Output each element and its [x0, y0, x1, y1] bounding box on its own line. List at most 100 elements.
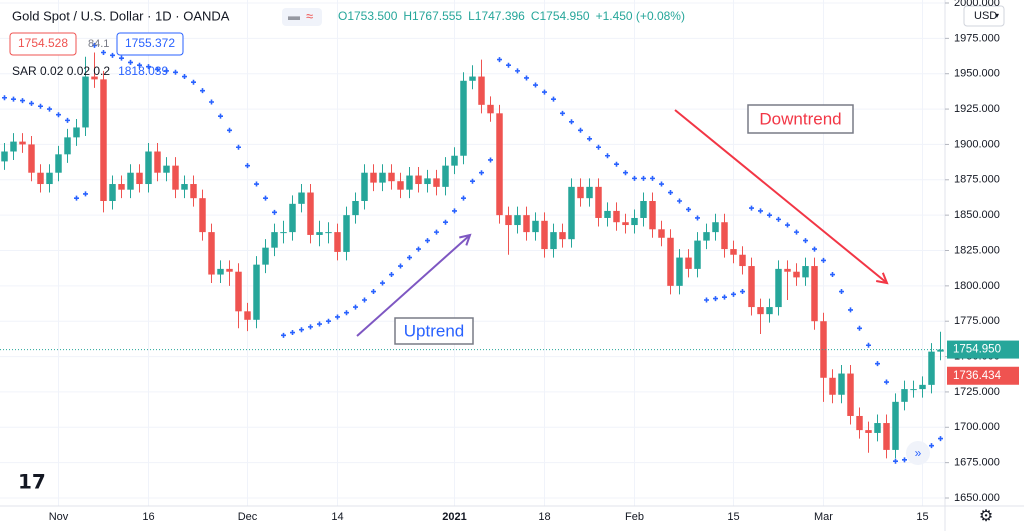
- candle-body: [352, 201, 359, 216]
- price-label: 1754.950: [953, 344, 1001, 356]
- annotation-box: [394, 317, 474, 345]
- sar-dot: [164, 68, 169, 74]
- ohlc-values: O1753.500 H1767.555 L1747.396 C1754.950 +1.4…: [338, 9, 685, 23]
- candle-body: [154, 151, 161, 173]
- sar-dot: [290, 330, 295, 336]
- sar-dot: [119, 55, 124, 61]
- arrow-head: [876, 272, 889, 285]
- icon: ▾: [995, 11, 999, 20]
- sar-dot: [479, 170, 484, 176]
- sar-dot: [110, 52, 115, 58]
- bid-box[interactable]: [9, 32, 77, 56]
- sar-dot: [929, 443, 934, 449]
- sar-dot: [641, 175, 646, 181]
- candle-body: [415, 175, 422, 185]
- sar-dot: [245, 163, 250, 169]
- sar-dot: [308, 324, 313, 330]
- indicator-name[interactable]: SAR 0.02 0.02 0.2: [12, 64, 110, 78]
- candle-body: [604, 210, 611, 218]
- sar-dot: [218, 113, 223, 119]
- sar-dot: [101, 50, 106, 55]
- sar-dot: [794, 229, 799, 235]
- candle-body: [937, 349, 944, 352]
- y-tick-label: 1950.000: [954, 68, 1000, 80]
- sar-dot: [650, 175, 655, 181]
- sar-dot: [749, 205, 754, 211]
- sar-dot: [362, 297, 367, 303]
- plot: [0, 42, 945, 464]
- x-tick-label: Dec: [238, 511, 258, 523]
- candle-body: [676, 257, 683, 286]
- sar-dot: [191, 79, 196, 85]
- candle-body: [316, 232, 323, 235]
- candle-body: [631, 217, 638, 226]
- y-tick-label: 1875.000: [954, 174, 1000, 186]
- sar-dot: [614, 161, 619, 167]
- candle-body: [370, 172, 377, 183]
- sar-dot: [596, 144, 601, 150]
- sar-dot: [668, 190, 673, 196]
- candle-body: [361, 172, 368, 201]
- currency-button[interactable]: [963, 5, 1005, 27]
- candle-body: [343, 215, 350, 252]
- candle-body: [217, 268, 224, 275]
- sar-dot: [695, 215, 700, 221]
- x-tick-label: Mar: [814, 511, 833, 523]
- spread: 84.1: [88, 38, 109, 50]
- sar-dot: [767, 212, 772, 218]
- candle-body: [55, 154, 62, 173]
- sar-dot: [704, 297, 709, 303]
- candle-body: [37, 172, 44, 185]
- candle-body: [730, 249, 737, 255]
- candle-body: [496, 113, 503, 216]
- sar-dot: [515, 68, 520, 74]
- candle-body: [514, 215, 521, 226]
- candle-body: [235, 271, 242, 312]
- sar-dot: [317, 321, 322, 327]
- sar-dot: [857, 325, 862, 331]
- icon: ≈: [306, 8, 313, 23]
- sar-dot: [2, 95, 7, 101]
- candle-body: [802, 266, 809, 278]
- ohlc-value: L1747.396: [468, 9, 525, 23]
- candle-body: [622, 222, 629, 226]
- scroll-button[interactable]: [906, 441, 930, 465]
- sar-dot: [533, 82, 538, 88]
- candle-body: [163, 165, 170, 173]
- sar-dot: [20, 98, 25, 104]
- x-tick-label: 15: [727, 511, 739, 523]
- candle-body: [550, 232, 557, 250]
- candle-body: [127, 172, 134, 190]
- symbol-title[interactable]: Gold Spot / U.S. Dollar · 1D · OANDA: [12, 8, 230, 23]
- logo[interactable]: 𝟭𝟳: [18, 471, 46, 493]
- icon: ▬: [288, 9, 300, 23]
- ask-box[interactable]: [116, 32, 184, 56]
- candle-body: [136, 172, 143, 185]
- sar-dot: [137, 62, 142, 68]
- sar-dot: [632, 175, 637, 181]
- candle-body: [424, 178, 431, 185]
- sar-dot: [146, 64, 151, 70]
- compare-button[interactable]: [282, 8, 322, 26]
- candle-body: [856, 415, 863, 431]
- sar-dot: [884, 379, 889, 385]
- price-label: 1736.434: [953, 370, 1002, 382]
- candle-body: [406, 175, 413, 190]
- candle-body: [703, 232, 710, 241]
- candle-body: [784, 268, 791, 272]
- settings-icon[interactable]: ⚙: [979, 508, 993, 525]
- x-tick-label: Feb: [625, 511, 644, 523]
- candle-body: [739, 254, 746, 267]
- candle-body: [253, 264, 260, 320]
- candle-body: [64, 137, 71, 155]
- candle-body: [334, 232, 341, 252]
- trend-arrow: [356, 234, 471, 337]
- sar-dot: [200, 88, 205, 94]
- x-tick-label: 2021: [442, 511, 466, 523]
- candle-body: [262, 247, 269, 265]
- candle-body: [595, 186, 602, 218]
- x-tick-label: 16: [142, 511, 154, 523]
- ohlc-value: O1753.500: [338, 9, 398, 23]
- candle-body: [694, 240, 701, 269]
- sar-dot: [623, 170, 628, 176]
